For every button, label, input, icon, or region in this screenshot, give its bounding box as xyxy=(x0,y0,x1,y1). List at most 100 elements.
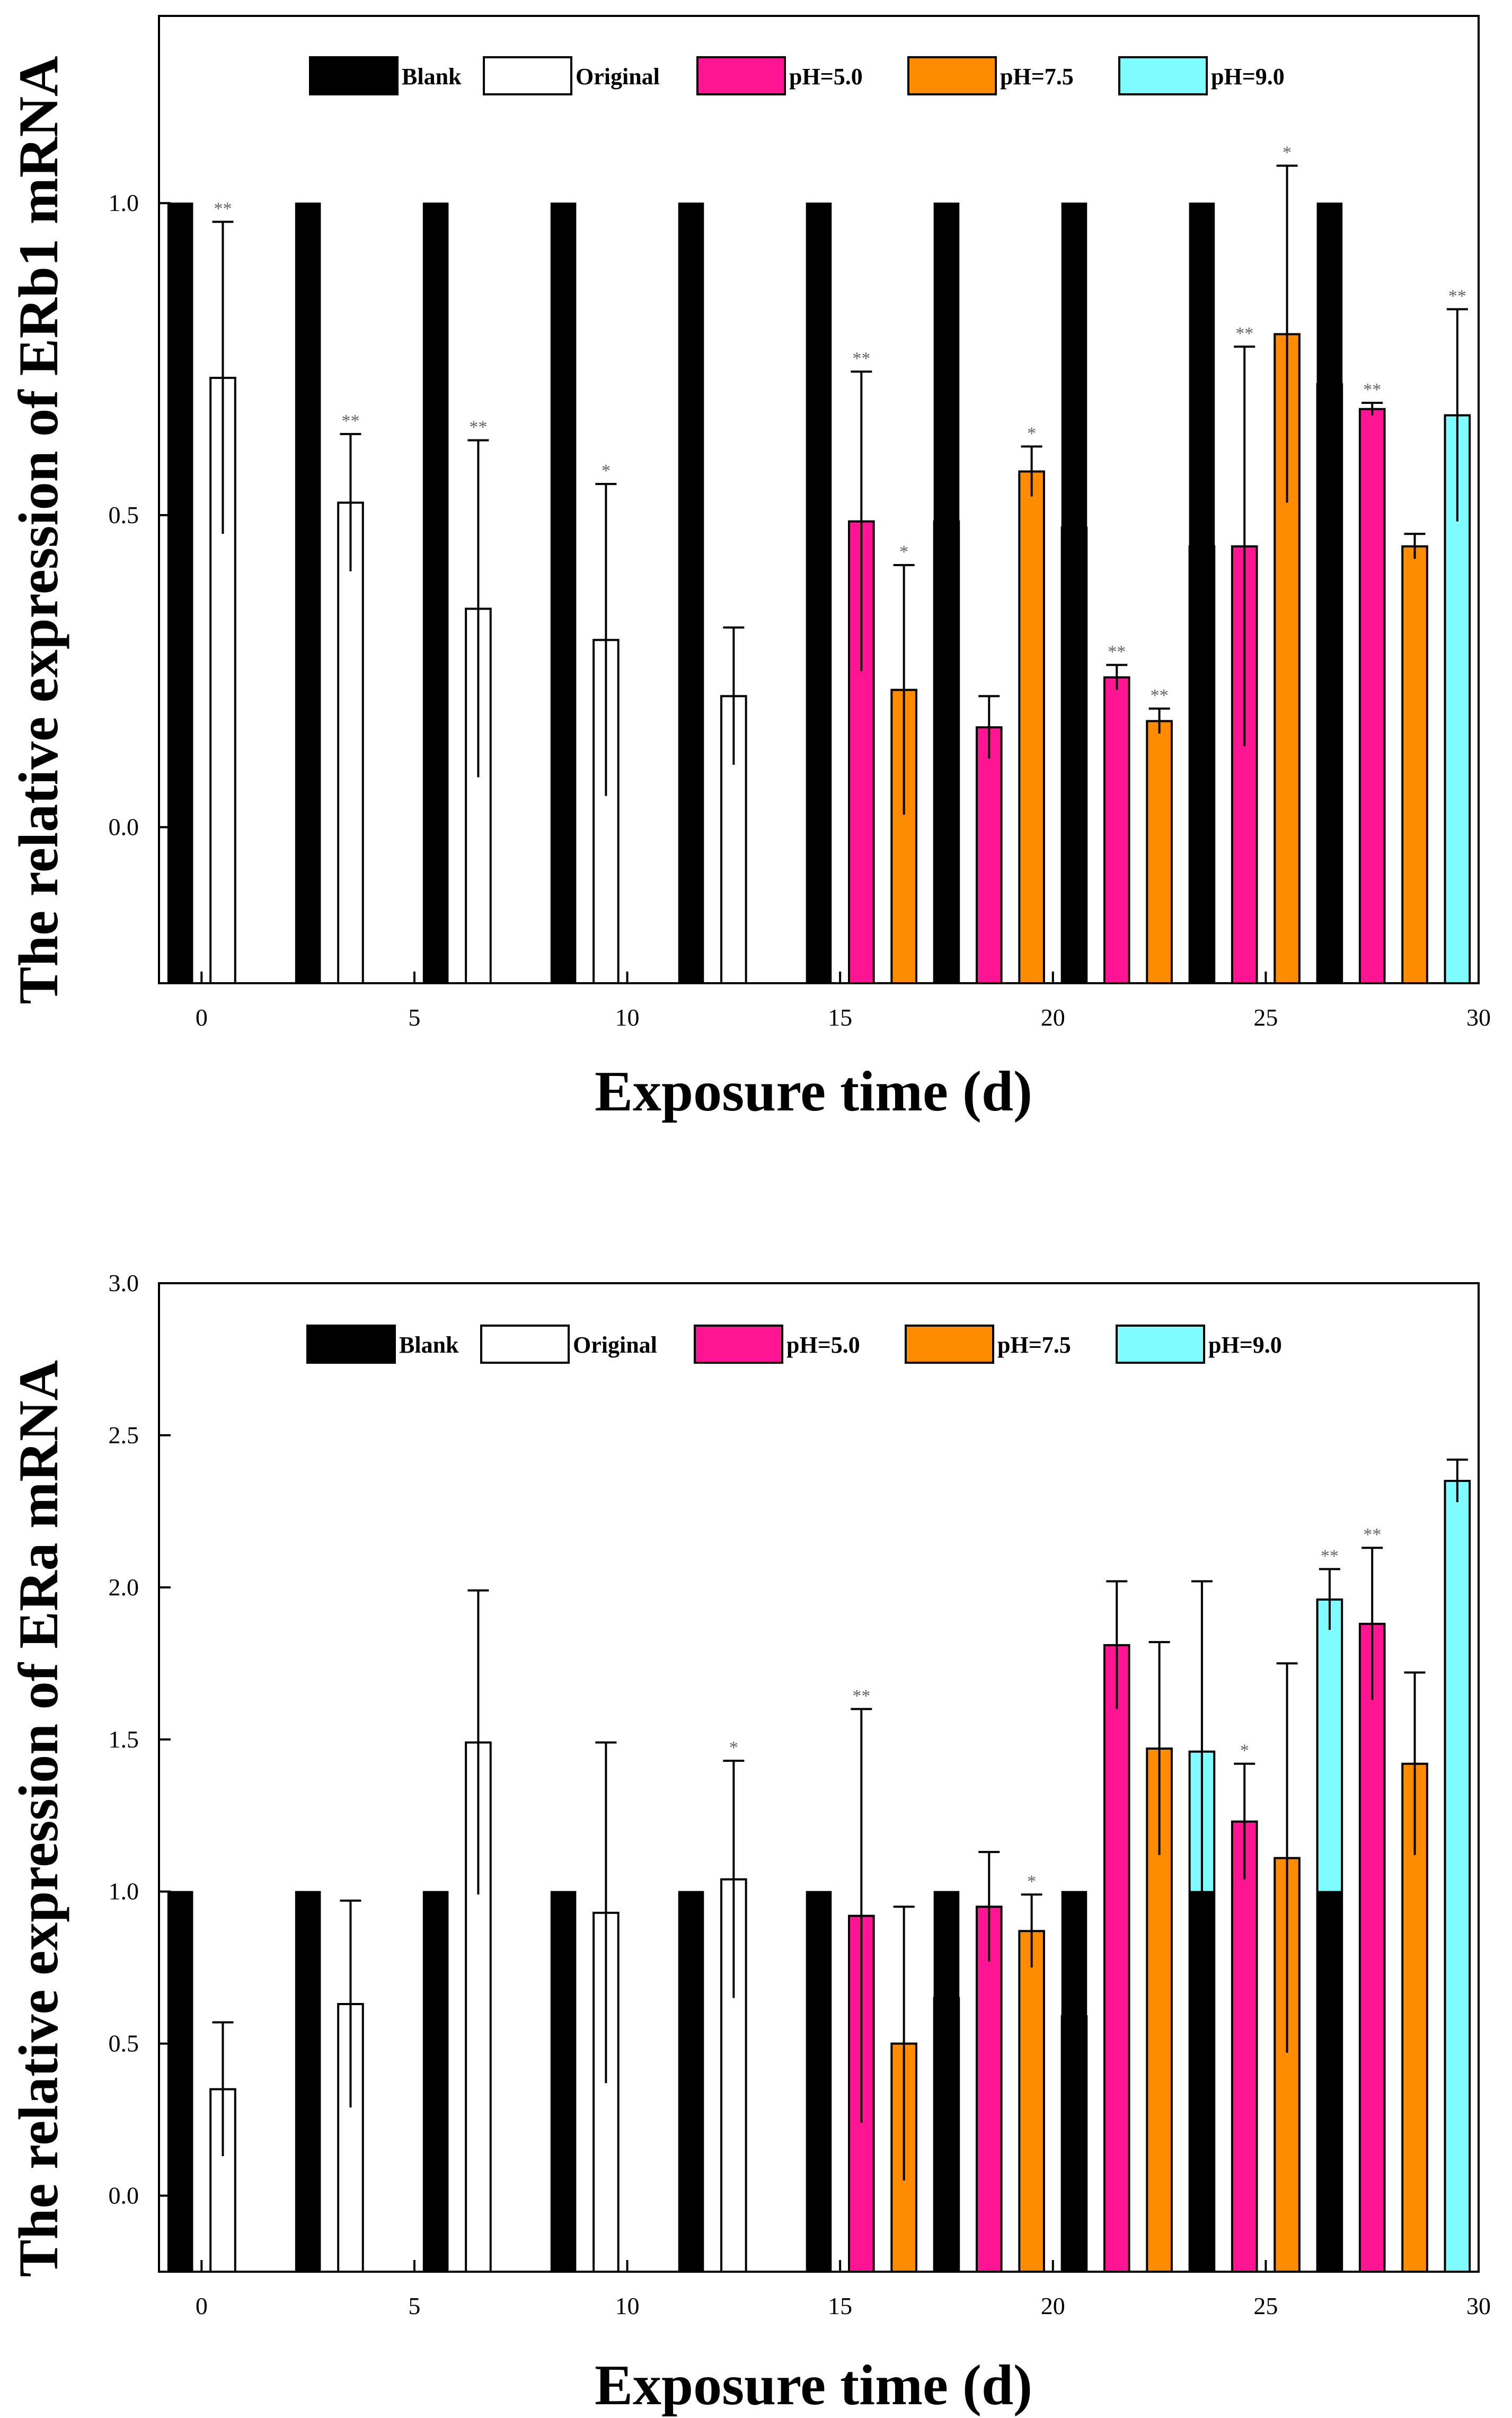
significance-label: ** xyxy=(852,349,870,368)
significance-label: ** xyxy=(469,418,487,437)
legend-swatch xyxy=(1116,1325,1205,1364)
bar-blank xyxy=(1189,1891,1215,2272)
x-tick-label: 25 xyxy=(1253,2292,1278,2319)
y-tick-label: 0.0 xyxy=(109,814,139,841)
legend-swatch xyxy=(694,1325,783,1364)
x-tick-label: 0 xyxy=(196,1004,208,1031)
legend-label: pH=5.0 xyxy=(786,1332,860,1358)
y-tick-label: 3.0 xyxy=(109,1269,139,1296)
x-tick-label: 15 xyxy=(828,1004,852,1031)
x-tick-label: 25 xyxy=(1253,1004,1278,1031)
bar-ph50 xyxy=(1358,408,1386,984)
significance-label: ** xyxy=(1363,380,1381,400)
legend-label: pH=9.0 xyxy=(1211,64,1285,90)
legend-swatch xyxy=(907,56,997,95)
significance-label: ** xyxy=(1151,686,1169,705)
significance-label: * xyxy=(602,461,611,481)
significance-label: ** xyxy=(341,411,359,431)
bar-blank xyxy=(167,202,193,984)
legend-label: Blank xyxy=(399,1332,459,1358)
significance-label: ** xyxy=(1235,324,1253,343)
y-tick-label: 2.5 xyxy=(109,1422,139,1449)
significance-label: ** xyxy=(1448,286,1466,306)
bar-blank xyxy=(422,1891,449,2272)
bar-blank xyxy=(422,202,449,984)
significance-label: ** xyxy=(1321,1546,1339,1566)
bar-original xyxy=(337,501,364,984)
x-tick-label: 5 xyxy=(408,2292,420,2319)
bar-blank xyxy=(1316,1891,1343,2272)
bar-blank xyxy=(1189,202,1215,984)
x-tick-label: 10 xyxy=(615,2292,640,2319)
significance-label: ** xyxy=(1108,642,1126,662)
y-axis-title: The relative expression of ERa mRNA xyxy=(7,1360,69,2277)
significance-label: * xyxy=(1027,1872,1036,1891)
significance-label: * xyxy=(1240,1741,1249,1761)
bar-ph50 xyxy=(975,726,1003,984)
marks-erb1: 0.00.51.00 5 10 15 20 25 30**** ***************… xyxy=(109,15,1491,1031)
legend-label: pH=5.0 xyxy=(789,64,863,90)
x-axis-title: Exposure time (d) xyxy=(595,1060,1032,1123)
x-axis-title: Exposure time (d) xyxy=(595,2354,1032,2417)
bar-blank xyxy=(167,1891,193,2272)
bar-blank xyxy=(550,1891,577,2272)
x-tick-label: 30 xyxy=(1466,1004,1491,1031)
significance-label: * xyxy=(899,542,908,562)
bar-ph75 xyxy=(1401,1762,1428,2273)
bar-blank xyxy=(295,1891,321,2272)
bar-blank xyxy=(678,1891,704,2272)
x-tick-label: 5 xyxy=(408,1004,420,1031)
x-tick-label: 10 xyxy=(615,1004,640,1031)
bar-ph50 xyxy=(1103,1644,1130,2273)
bar-blank xyxy=(1316,202,1343,984)
legend-swatch xyxy=(696,56,786,95)
significance-label: * xyxy=(1027,423,1036,443)
bar-blank xyxy=(933,1891,960,2272)
x-tick-label: 0 xyxy=(196,2292,208,2319)
significance-label: ** xyxy=(214,199,232,219)
bar-ph90 xyxy=(1444,1480,1471,2273)
legend-label: pH=9.0 xyxy=(1208,1332,1282,1358)
y-tick-label: 0.5 xyxy=(109,2030,139,2057)
significance-label: * xyxy=(1283,143,1292,163)
bar-ph75 xyxy=(1018,1930,1045,2273)
legend-swatch xyxy=(483,56,572,95)
bar-blank xyxy=(806,202,832,984)
y-tick-label: 1.5 xyxy=(109,1726,139,1753)
x-tick-label: 30 xyxy=(1466,2292,1491,2319)
bar-blank xyxy=(295,202,321,984)
bar-blank xyxy=(933,202,960,984)
bar-ph75 xyxy=(1401,545,1428,984)
x-tick-label: 20 xyxy=(1041,2292,1065,2319)
chart-erb1: 0.00.51.00 5 10 15 20 25 30**** ***************… xyxy=(7,15,1491,1123)
significance-label: * xyxy=(729,1738,738,1758)
legend-label: Original xyxy=(576,64,660,90)
bar-blank xyxy=(1061,1891,1087,2272)
y-tick-label: 1.0 xyxy=(109,189,139,216)
bar-blank xyxy=(806,1891,832,2272)
y-axis-title: The relative expression of ERb1 mRNA xyxy=(7,56,69,1004)
legend-label: Original xyxy=(573,1332,657,1358)
y-tick-label: 1.0 xyxy=(109,1878,139,1905)
marks-era: 0.00.51.01.52.02.53.00 5 10 15 20 25 30*******… xyxy=(109,1269,1491,2319)
bar-ph50 xyxy=(975,1905,1003,2273)
x-tick-label: 20 xyxy=(1041,1004,1065,1031)
y-tick-label: 0.0 xyxy=(109,2182,139,2209)
bar-ph75 xyxy=(1146,720,1173,985)
x-tick-label: 15 xyxy=(828,2292,852,2319)
legend-swatch xyxy=(309,56,399,95)
bar-ph50 xyxy=(1103,676,1130,985)
legend-swatch xyxy=(480,1325,570,1364)
significance-label: ** xyxy=(1363,1525,1381,1545)
bar-original xyxy=(465,1741,492,2273)
bar-ph50 xyxy=(1231,1820,1258,2273)
bar-ph50 xyxy=(1358,1622,1386,2273)
legend-label: pH=7.5 xyxy=(1000,64,1074,90)
legend-swatch xyxy=(306,1325,396,1364)
bar-ph75 xyxy=(1018,470,1045,984)
legend-swatch xyxy=(1118,56,1208,95)
bar-blank xyxy=(1061,202,1087,984)
legend-label: pH=7.5 xyxy=(997,1332,1071,1358)
bar-blank xyxy=(550,202,577,984)
chart-era: 0.00.51.01.52.02.53.00 5 10 15 20 25 30*******… xyxy=(7,1269,1491,2417)
